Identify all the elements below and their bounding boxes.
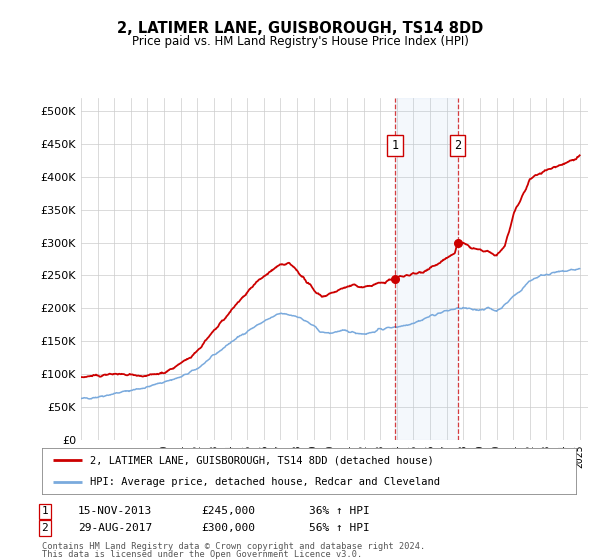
Text: 2, LATIMER LANE, GUISBOROUGH, TS14 8DD (detached house): 2, LATIMER LANE, GUISBOROUGH, TS14 8DD (… <box>90 455 434 465</box>
Text: 2, LATIMER LANE, GUISBOROUGH, TS14 8DD: 2, LATIMER LANE, GUISBOROUGH, TS14 8DD <box>117 21 483 36</box>
Text: Price paid vs. HM Land Registry's House Price Index (HPI): Price paid vs. HM Land Registry's House … <box>131 35 469 48</box>
Text: 36% ↑ HPI: 36% ↑ HPI <box>309 506 370 516</box>
Text: Contains HM Land Registry data © Crown copyright and database right 2024.: Contains HM Land Registry data © Crown c… <box>42 542 425 551</box>
Text: 56% ↑ HPI: 56% ↑ HPI <box>309 523 370 533</box>
Text: £300,000: £300,000 <box>201 523 255 533</box>
Text: 1: 1 <box>391 139 398 152</box>
Text: £245,000: £245,000 <box>201 506 255 516</box>
Text: 15-NOV-2013: 15-NOV-2013 <box>78 506 152 516</box>
Text: This data is licensed under the Open Government Licence v3.0.: This data is licensed under the Open Gov… <box>42 550 362 559</box>
Bar <box>395 98 458 440</box>
Text: 2: 2 <box>41 523 49 533</box>
Text: 2: 2 <box>454 139 461 152</box>
Text: 29-AUG-2017: 29-AUG-2017 <box>78 523 152 533</box>
Text: 1: 1 <box>41 506 49 516</box>
Text: HPI: Average price, detached house, Redcar and Cleveland: HPI: Average price, detached house, Redc… <box>90 477 440 487</box>
